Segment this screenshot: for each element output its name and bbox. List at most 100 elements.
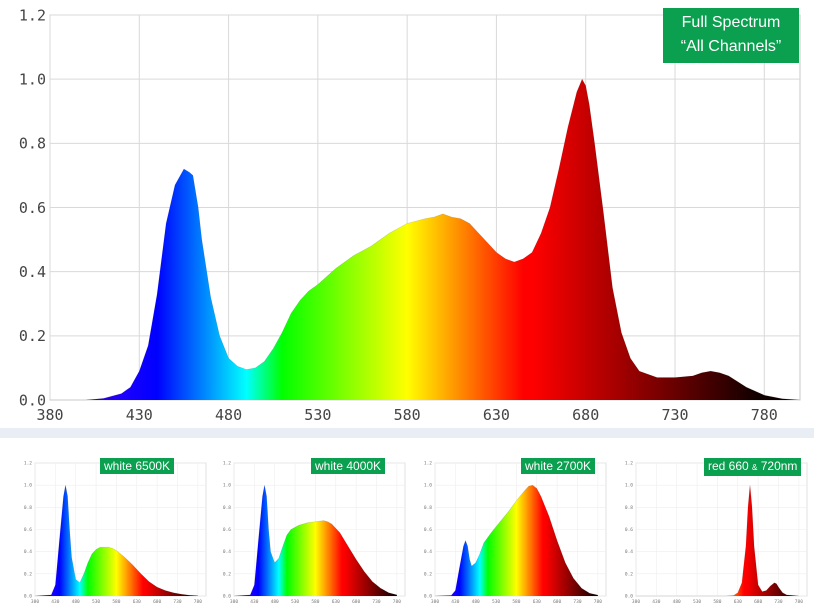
x-tick-label: 480 (673, 599, 681, 605)
spectrum-line (34, 485, 198, 597)
data-point (508, 511, 510, 513)
data-point (467, 545, 469, 547)
data-point (165, 590, 167, 592)
data-point (156, 586, 158, 588)
y-tick-label: 1.0 (19, 70, 46, 88)
data-point (486, 241, 489, 244)
spectrum-line (434, 484, 598, 597)
data-point (182, 168, 185, 171)
data-point (200, 238, 203, 241)
data-point (522, 257, 525, 260)
data-point (116, 550, 118, 552)
data-point (173, 592, 175, 594)
x-tick-label: 530 (291, 599, 299, 605)
data-point (49, 399, 52, 402)
data-point (352, 254, 355, 257)
data-point (674, 376, 677, 379)
data-point (87, 562, 89, 564)
x-tick-label: 430 (652, 599, 660, 605)
data-point (540, 232, 543, 235)
data-point (504, 257, 507, 260)
data-point (299, 299, 302, 302)
data-point (188, 171, 191, 174)
data-point (620, 331, 623, 334)
data-point (129, 386, 132, 389)
data-point (528, 486, 530, 488)
data-point (475, 562, 477, 564)
data-point (479, 553, 481, 555)
data-point (272, 347, 275, 350)
data-point (778, 586, 780, 588)
data-point (432, 216, 435, 219)
x-tick-label: 430 (126, 406, 153, 424)
data-point (753, 545, 755, 547)
data-point (102, 397, 105, 400)
white-2700k-chart: 0.0 0.2 0.4 0.6 0.8 1.0 1.2 380 430 480 530 580 630 6… (424, 461, 607, 605)
y-tick-label: 0.2 (424, 571, 432, 577)
data-point (227, 357, 230, 360)
data-point (441, 212, 444, 215)
red-660-720nm-badge: red 660 & 720nm (704, 458, 802, 476)
data-point (264, 484, 266, 486)
data-point (65, 484, 67, 486)
white-6500k-chart: 0.0 0.2 0.4 0.6 0.8 1.0 1.2 380 430 480 530 580 630 6… (24, 461, 207, 605)
data-point (174, 184, 177, 187)
data-point (629, 357, 632, 360)
data-point (602, 212, 605, 215)
data-point (781, 397, 784, 400)
data-point (372, 581, 374, 583)
y-tick-label: 0.0 (424, 594, 432, 600)
data-point (799, 399, 802, 402)
data-point (388, 232, 391, 235)
red-660-720nm-chart: 0.0 0.2 0.4 0.6 0.8 1.0 1.2 380 430 480 530 580 630 6… (625, 461, 808, 605)
data-point (132, 564, 134, 566)
data-point (459, 568, 461, 570)
y-tick-label: 0.0 (19, 391, 46, 409)
spectrum-line (233, 485, 397, 597)
data-point (331, 523, 333, 525)
y-tick-label: 1.0 (24, 483, 32, 489)
data-point (532, 484, 534, 486)
data-point (584, 84, 587, 87)
data-point (274, 562, 276, 564)
x-tick-label: 580 (713, 599, 721, 605)
data-point (51, 594, 53, 596)
x-tick-label: 530 (92, 599, 100, 605)
data-point (218, 334, 221, 337)
data-point (83, 573, 85, 575)
data-point (165, 222, 168, 225)
spectrum-area (234, 485, 397, 596)
y-tick-label: 0.6 (223, 527, 231, 533)
x-tick-label: 480 (472, 599, 480, 605)
data-point (254, 366, 257, 369)
data-point (540, 496, 542, 498)
y-tick-label: 1.2 (625, 461, 633, 467)
data-point (294, 527, 296, 529)
data-point (751, 507, 753, 509)
spectrum-area (435, 485, 598, 596)
data-point (316, 283, 319, 286)
data-point (147, 344, 150, 347)
x-tick-label: 630 (734, 599, 742, 605)
data-point (282, 545, 284, 547)
ampersand: & (752, 463, 758, 472)
x-tick-label: 680 (153, 599, 161, 605)
data-point (156, 293, 159, 296)
y-tick-label: 1.2 (24, 461, 32, 467)
y-tick-label: 0.4 (223, 549, 231, 555)
data-point (424, 217, 427, 220)
badge-line-2: “All Channels” (680, 38, 782, 55)
data-point (483, 542, 485, 544)
data-point (59, 540, 61, 542)
data-point (95, 549, 97, 551)
data-point (278, 558, 280, 560)
data-point (355, 559, 357, 561)
y-tick-label: 0.0 (625, 594, 633, 600)
data-point (798, 595, 800, 597)
x-tick-label: 630 (533, 599, 541, 605)
white-4000k-badge: white 4000K (311, 458, 386, 474)
data-point (691, 374, 694, 377)
data-point (270, 551, 272, 553)
data-point (79, 582, 81, 584)
y-tick-label: 0.2 (24, 571, 32, 577)
